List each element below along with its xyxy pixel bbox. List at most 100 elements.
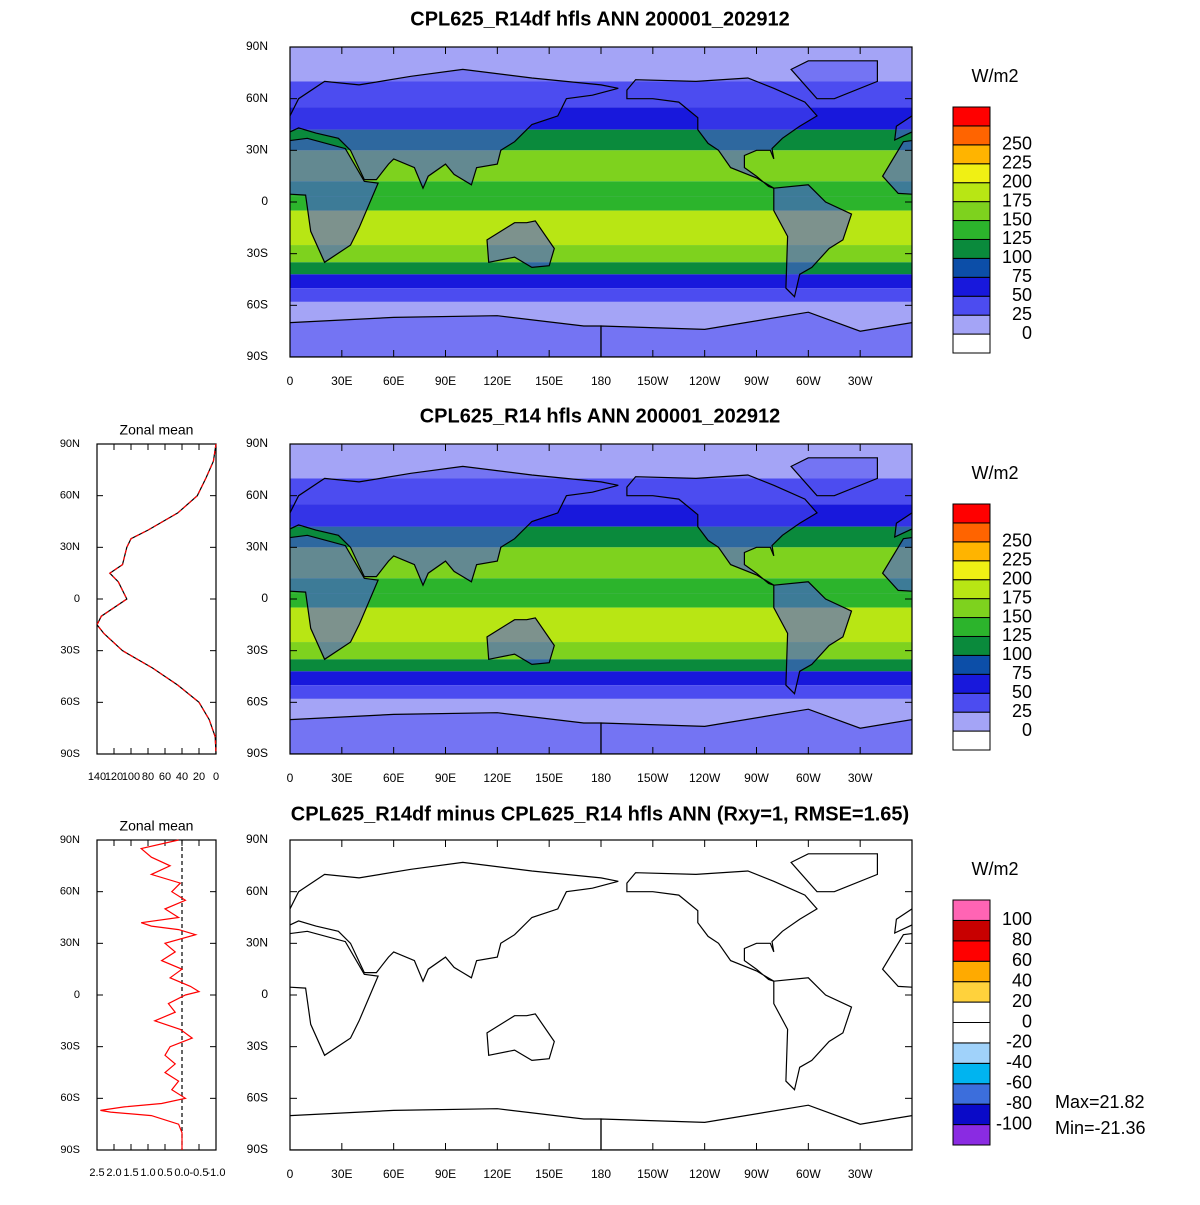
- colorbar-box: [952, 182, 991, 203]
- lat-tick-label: 0: [74, 593, 80, 605]
- colorbar-label: -100: [996, 1113, 1032, 1133]
- x-tick-label: 80: [142, 771, 154, 783]
- lon-tick-label: 60E: [383, 374, 404, 388]
- coastline: [290, 861, 619, 983]
- coastline: [152, 582, 230, 694]
- lon-tick-label: 30E: [331, 374, 352, 388]
- map-band: [290, 181, 912, 197]
- coastline: [790, 853, 878, 893]
- lon-tick-label: 30E: [331, 1167, 352, 1181]
- coastline: [290, 137, 379, 264]
- lat-tick-label: 90N: [60, 438, 80, 450]
- coastline: [5, 871, 195, 981]
- coastline: [5, 475, 195, 585]
- colorbar-box: [952, 1042, 991, 1064]
- lon-tick-label: 150E: [535, 1167, 563, 1181]
- colorbar-label: 150: [1002, 209, 1032, 229]
- zonal-line: [96, 443, 217, 755]
- colorbar-box: [952, 333, 991, 354]
- lat-tick-label: 90N: [246, 39, 268, 53]
- lon-tick-label: 150W: [637, 374, 669, 388]
- lat-tick-label: 30S: [247, 643, 268, 657]
- map-band: [290, 659, 912, 672]
- colorbar-box: [952, 579, 991, 600]
- lon-tick-label: 180: [591, 771, 611, 785]
- colorbar-box: [952, 257, 991, 278]
- zonal-line: [100, 839, 201, 1150]
- coastline: [773, 581, 853, 695]
- lon-tick-label: 90E: [435, 1167, 456, 1181]
- colorbar-box: [952, 314, 991, 335]
- lon-tick-label: 90W: [744, 374, 769, 388]
- colorbar-label: 25: [1012, 304, 1032, 324]
- colorbar-label: 25: [1012, 701, 1032, 721]
- lon-tick-label: 180: [591, 1167, 611, 1181]
- coastline: [600, 311, 912, 357]
- map-band: [290, 262, 912, 275]
- coastline: [626, 474, 818, 586]
- lat-tick-label: 30S: [60, 1041, 80, 1053]
- colorbar-label: -20: [1006, 1032, 1032, 1052]
- colorbar-label: 0: [1022, 323, 1032, 343]
- map: [5, 840, 1176, 1150]
- coastline: [600, 1104, 912, 1150]
- lon-tick-label: 150E: [535, 374, 563, 388]
- colorbar-box: [952, 635, 991, 656]
- lon-tick-label: 90W: [744, 1167, 769, 1181]
- lon-tick-label: 120E: [483, 771, 511, 785]
- map-band: [290, 593, 912, 608]
- lon-tick-label: 60W: [796, 771, 821, 785]
- lat-tick-label: 60N: [246, 488, 268, 502]
- colorbar-box: [952, 276, 991, 297]
- colorbar-label: 0: [1022, 720, 1032, 740]
- min-label: Min=-21.36: [1055, 1118, 1146, 1138]
- x-tick-label: 2.0: [106, 1167, 121, 1179]
- lon-tick-label: 90W: [744, 771, 769, 785]
- colorbar-label: 225: [1002, 153, 1032, 173]
- lon-tick-label: 150W: [637, 1167, 669, 1181]
- lon-tick-label: 30E: [331, 771, 352, 785]
- colorbar-label: 125: [1002, 228, 1032, 248]
- map: [290, 47, 912, 357]
- lat-tick-label: 30N: [60, 937, 80, 949]
- panel-title: CPL625_R14df minus CPL625_R14 hfls ANN (…: [291, 803, 909, 825]
- zonal-line: [96, 443, 217, 755]
- colorbar-label: 0: [1022, 1011, 1032, 1031]
- lat-tick-label: 60N: [246, 91, 268, 105]
- lon-tick-label: 30W: [848, 771, 873, 785]
- coastline: [486, 617, 555, 666]
- coastline: [893, 114, 912, 142]
- colorbar-box: [952, 960, 991, 983]
- x-tick-label: 0: [213, 771, 219, 783]
- colorbar-box: [952, 163, 991, 184]
- colorbar-label: -80: [1006, 1093, 1032, 1113]
- lat-tick-label: 0: [74, 989, 80, 1001]
- lat-tick-label: 60N: [60, 490, 80, 502]
- lat-tick-label: 30N: [246, 143, 268, 157]
- lat-tick-label: 30S: [247, 1039, 268, 1053]
- coastline: [486, 1013, 555, 1062]
- colorbar-label: 175: [1002, 587, 1032, 607]
- colorbar-label: 75: [1012, 266, 1032, 286]
- colorbar-box: [952, 522, 991, 543]
- colorbar-label: 20: [1012, 991, 1032, 1011]
- colorbar-box: [952, 295, 991, 316]
- lat-tick-label: 60N: [60, 886, 80, 898]
- coastline: [893, 907, 912, 935]
- colorbar-box: [952, 899, 991, 921]
- coastline: [1109, 1014, 1176, 1061]
- map-band: [290, 671, 912, 686]
- map: [5, 444, 912, 754]
- lat-tick-label: 30N: [246, 936, 268, 950]
- lon-tick-label: 60E: [383, 771, 404, 785]
- lat-tick-label: 90S: [247, 746, 268, 760]
- colorbar-unit: W/m2: [972, 66, 1019, 86]
- lon-tick-label: 150E: [535, 771, 563, 785]
- colorbar-box: [952, 1001, 991, 1023]
- map-band: [290, 274, 912, 289]
- lon-tick-label: 30W: [848, 1167, 873, 1181]
- zonal-frame: [96, 443, 217, 755]
- lon-tick-label: 180: [591, 374, 611, 388]
- x-tick-label: 40: [176, 771, 188, 783]
- x-tick-label: -0.5: [190, 1167, 209, 1179]
